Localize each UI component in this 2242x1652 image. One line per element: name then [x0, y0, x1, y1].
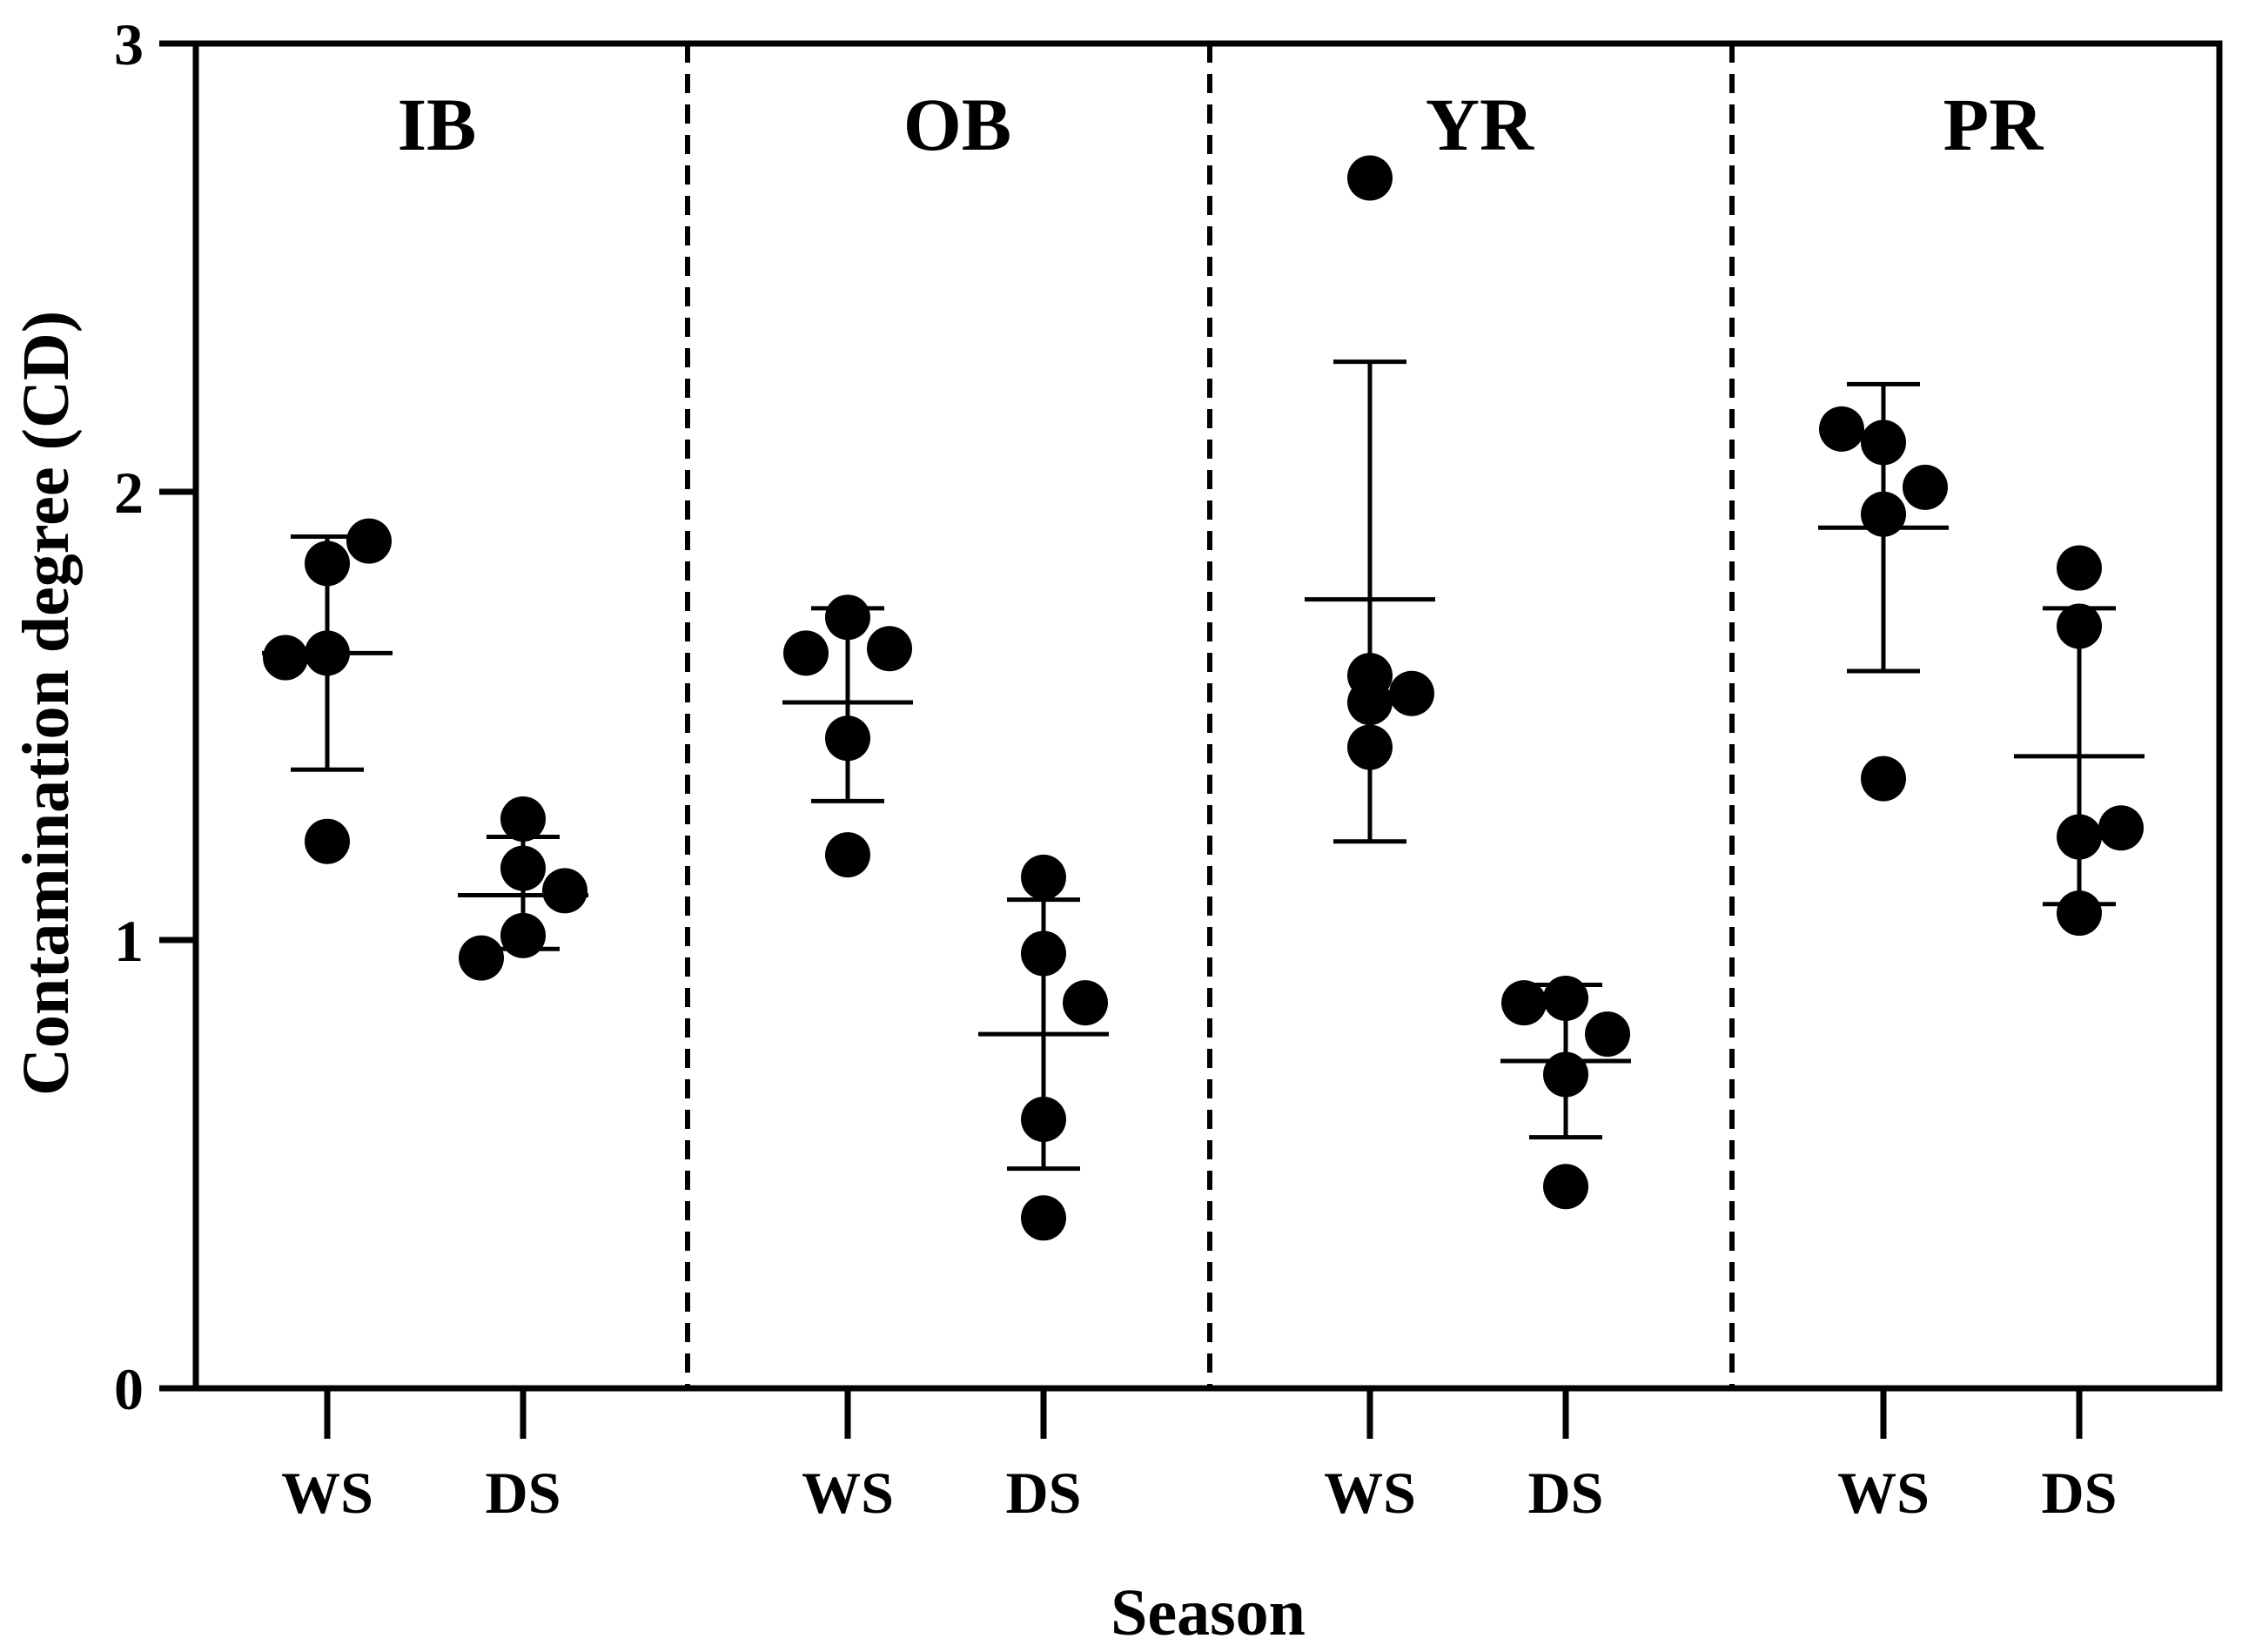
series-ob-ds — [978, 854, 1109, 1241]
point-ob-ws-1 — [783, 630, 829, 676]
point-ob-ws-3 — [867, 626, 912, 672]
y-axis-title: Contamination degree (CD) — [10, 311, 83, 1096]
point-pr-ws-4 — [1861, 491, 1906, 537]
x-tick-label-pr-ds: DS — [2042, 1460, 2118, 1526]
point-ib-ds-1 — [459, 935, 504, 981]
point-ob-ws-4 — [825, 715, 870, 762]
point-ib-ws-5 — [305, 818, 350, 864]
point-yr-ds-3 — [1585, 1011, 1630, 1058]
x-tick-label-ob-ds: DS — [1006, 1460, 1082, 1526]
series-ib-ws — [262, 518, 393, 864]
group-dividers — [685, 44, 1735, 1388]
point-yr-ds-5 — [1543, 1164, 1588, 1210]
y-tick-label-0: 0 — [114, 1356, 144, 1422]
point-yr-ds-1 — [1501, 980, 1547, 1026]
point-yr-ds-4 — [1543, 1051, 1588, 1098]
y-axis: 0 1 2 3 — [114, 11, 196, 1422]
point-ib-ds-3 — [542, 868, 587, 914]
group-labels: IB OB YR PR — [398, 83, 2044, 166]
x-tick-label-yr-ds: DS — [1528, 1460, 1604, 1526]
point-pr-ws-5 — [1861, 755, 1906, 802]
point-pr-ds-5 — [2057, 890, 2102, 937]
point-ob-ds-3 — [1063, 980, 1108, 1026]
group-label-pr: PR — [1943, 83, 2044, 166]
point-ob-ws-5 — [825, 832, 870, 878]
point-pr-ws-3 — [1903, 464, 1948, 510]
point-ob-ds-1 — [1021, 854, 1066, 900]
group-label-yr: YR — [1426, 83, 1534, 166]
point-yr-ws-4 — [1347, 680, 1393, 726]
group-label-ib: IB — [398, 83, 477, 166]
point-ib-ws-2 — [305, 541, 350, 587]
x-axis-title: Season — [1111, 1576, 1306, 1649]
series-yr-ws — [1305, 155, 1435, 844]
point-ib-ds-4 — [500, 845, 546, 891]
y-tick-label-3: 3 — [114, 11, 144, 77]
point-ob-ws-2 — [825, 594, 870, 641]
series-pr-ws — [1818, 381, 1949, 802]
point-pr-ds-2 — [2057, 603, 2102, 649]
point-ob-ds-2 — [1021, 930, 1066, 977]
point-ib-ws-3 — [346, 518, 392, 564]
point-yr-ws-3 — [1389, 670, 1434, 716]
x-tick-label-ib-ds: DS — [486, 1460, 561, 1526]
point-ob-ds-5 — [1021, 1195, 1066, 1241]
point-pr-ds-1 — [2057, 545, 2102, 591]
point-pr-ds-4 — [2057, 814, 2102, 860]
group-label-ob: OB — [903, 83, 1011, 166]
series-ib-ds — [458, 796, 588, 981]
point-ib-ds-5 — [500, 912, 546, 958]
x-axis: WS DS WS DS WS DS WS DS — [281, 1388, 2117, 1526]
series-ob-ws — [782, 594, 913, 878]
point-pr-ws-1 — [1819, 406, 1864, 452]
y-tick-label-1: 1 — [114, 908, 144, 974]
x-tick-label-ob-ws: WS — [802, 1460, 894, 1526]
point-ib-ws-1 — [263, 635, 308, 681]
point-yr-ws-1 — [1347, 155, 1393, 201]
point-yr-ds-2 — [1543, 975, 1588, 1021]
series-pr-ds — [2014, 545, 2145, 937]
data-series — [262, 155, 2145, 1241]
x-tick-label-pr-ws: WS — [1837, 1460, 1930, 1526]
point-ib-ds-2 — [500, 796, 546, 842]
point-pr-ds-3 — [2098, 805, 2144, 851]
x-tick-label-yr-ws: WS — [1324, 1460, 1416, 1526]
y-tick-label-2: 2 — [114, 460, 144, 526]
x-tick-label-ib-ws: WS — [281, 1460, 373, 1526]
point-yr-ws-5 — [1347, 724, 1393, 770]
series-yr-ds — [1500, 975, 1631, 1210]
point-ib-ws-4 — [305, 630, 350, 676]
point-pr-ws-2 — [1861, 420, 1906, 466]
point-ob-ds-4 — [1021, 1097, 1066, 1142]
